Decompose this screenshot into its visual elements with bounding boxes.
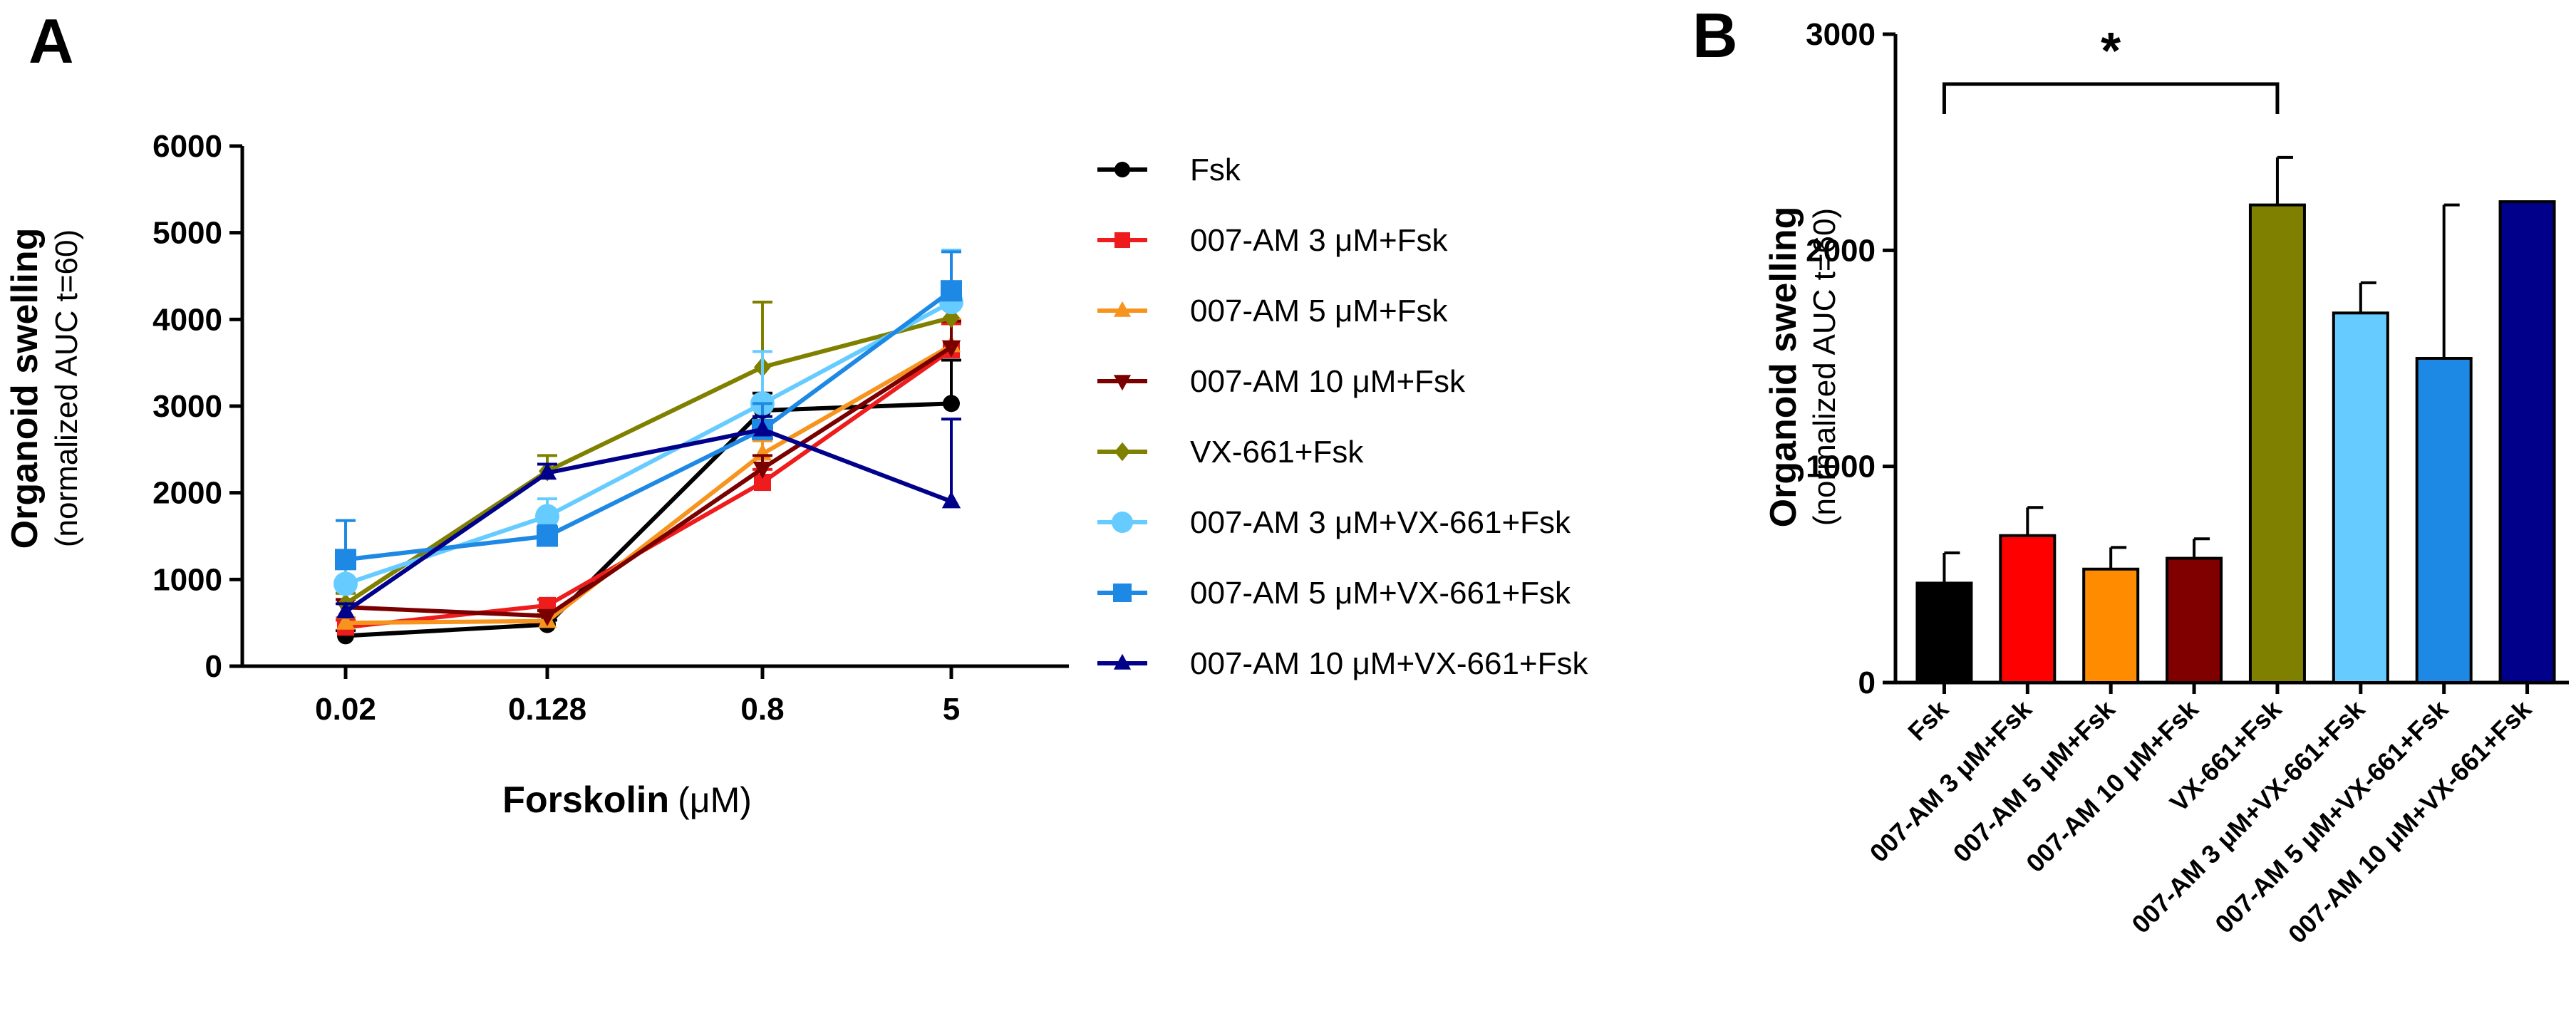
bar-chart-y-label: Organoid swelling [1763, 207, 1804, 528]
series-line [345, 289, 953, 562]
significance-star: * [2101, 23, 2121, 80]
legend-marker [1114, 232, 1130, 248]
legend-marker [1114, 162, 1130, 177]
category-label: 007-AM 3 μM+Fsk [1864, 694, 2038, 868]
series-3 [336, 319, 961, 626]
y-tick-label: 2000 [152, 476, 222, 511]
data-point [333, 571, 358, 596]
bar [2166, 556, 2223, 684]
y-tick-label: 4000 [152, 302, 222, 337]
legend-entry: 007-AM 3 μM+Fsk [1097, 223, 1449, 258]
category-label: 007-AM 5 μM+Fsk [1947, 694, 2121, 868]
x-tick-label: 0.128 [508, 692, 586, 727]
data-point [537, 462, 557, 480]
x-label-main: Forskolin [502, 779, 669, 821]
y-tick-label: 6000 [152, 129, 222, 164]
bar-chart-bars [1915, 155, 2556, 694]
panel-b-letter: B [1692, 0, 1738, 71]
legend-label: 007-AM 5 μM+Fsk [1190, 294, 1449, 328]
legend-label: 007-AM 10 μM+Fsk [1190, 364, 1466, 399]
bar [2082, 567, 2140, 684]
legend-label: 007-AM 3 μM+Fsk [1190, 223, 1449, 258]
data-point [336, 612, 356, 630]
series-7 [336, 415, 961, 618]
legend-label: 007-AM 5 μM+VX-661+Fsk [1190, 576, 1571, 611]
legend-entry: Fsk [1097, 152, 1241, 187]
line-chart-x-ticks: 0.02 0.128 0.8 5 [315, 666, 960, 727]
data-point [943, 395, 960, 413]
line-chart-legend: Fsk 007-AM 3 μM+Fsk 007-AM 5 μM+Fsk 007-AM … [1097, 152, 1588, 681]
series-1 [336, 322, 961, 636]
legend-entry: 007-AM 5 μM+VX-661+Fsk [1097, 576, 1571, 611]
line-chart-y-ticks: 0 1000 2000 3000 4000 5000 6000 [152, 129, 242, 684]
legend-marker [1113, 653, 1132, 670]
y-tick-label: 3000 [152, 389, 222, 424]
series-line [345, 343, 953, 626]
panel-a-letter: A [29, 6, 74, 76]
series-line [345, 345, 953, 618]
bar [2498, 200, 2556, 685]
data-point [941, 340, 961, 358]
legend-marker [1113, 375, 1132, 391]
data-point [537, 608, 557, 626]
legend-entry: 007-AM 10 μM+VX-661+Fsk [1097, 646, 1588, 681]
bar [1915, 581, 1973, 685]
y-tick-label: 1000 [152, 562, 222, 597]
line-chart-series [333, 249, 963, 645]
bar-chart-y-sublabel: (normalized AUC t=60) [1807, 208, 1842, 526]
data-point [336, 601, 356, 618]
data-point [941, 491, 961, 509]
bar [2332, 311, 2389, 684]
series-line [345, 300, 953, 586]
x-tick-label: 5 [943, 692, 960, 727]
data-point [752, 419, 772, 437]
series-line [345, 401, 952, 638]
legend-label: VX-661+Fsk [1190, 435, 1364, 470]
line-chart-x-label: Forskolin (μM) [502, 779, 752, 821]
category-label: Fsk [1902, 694, 1955, 747]
series-line [344, 427, 953, 613]
bar [1999, 534, 2057, 684]
legend-entry: 007-AM 10 μM+Fsk [1097, 364, 1466, 399]
x-tick-label: 0.8 [740, 692, 784, 727]
legend-entry: VX-661+Fsk [1097, 435, 1364, 470]
data-point [941, 280, 962, 302]
legend-label: 007-AM 3 μM+VX-661+Fsk [1190, 505, 1571, 540]
legend-entry: 007-AM 5 μM+Fsk [1097, 294, 1449, 328]
legend-entry: 007-AM 3 μM+VX-661+Fsk [1097, 505, 1571, 540]
line-chart-y-label: Organoid swelling [4, 228, 46, 549]
x-tick-label: 0.02 [315, 692, 376, 727]
legend-label: 007-AM 10 μM+VX-661+Fsk [1190, 646, 1588, 681]
legend-marker [1113, 584, 1132, 602]
series-line [344, 315, 952, 606]
data-point [535, 504, 559, 529]
legend-marker [1112, 512, 1133, 533]
legend-marker [1114, 442, 1130, 462]
data-point [537, 525, 558, 547]
y-tick-label: 0 [1858, 665, 1876, 700]
bar-chart-y-ticks: 0 1000 2000 3000 [1806, 17, 1895, 700]
legend-marker [1113, 301, 1132, 317]
y-tick-label: 2000 [1806, 233, 1876, 268]
series-line [345, 348, 953, 630]
y-tick-label: 0 [205, 649, 222, 684]
x-label-unit: (μM) [678, 780, 752, 820]
data-point [335, 549, 356, 571]
bar [2415, 357, 2473, 684]
series-2 [336, 318, 961, 630]
legend-label: Fsk [1190, 152, 1241, 187]
line-chart-y-sublabel: (normalized AUC t=60) [49, 229, 84, 547]
y-tick-label: 5000 [152, 216, 222, 251]
bar [2248, 203, 2306, 684]
y-tick-label: 3000 [1806, 17, 1876, 52]
y-tick-label: 1000 [1806, 450, 1876, 484]
significance-bracket: * [1942, 23, 2280, 114]
significance-line [1942, 82, 2280, 114]
data-point [752, 462, 772, 479]
